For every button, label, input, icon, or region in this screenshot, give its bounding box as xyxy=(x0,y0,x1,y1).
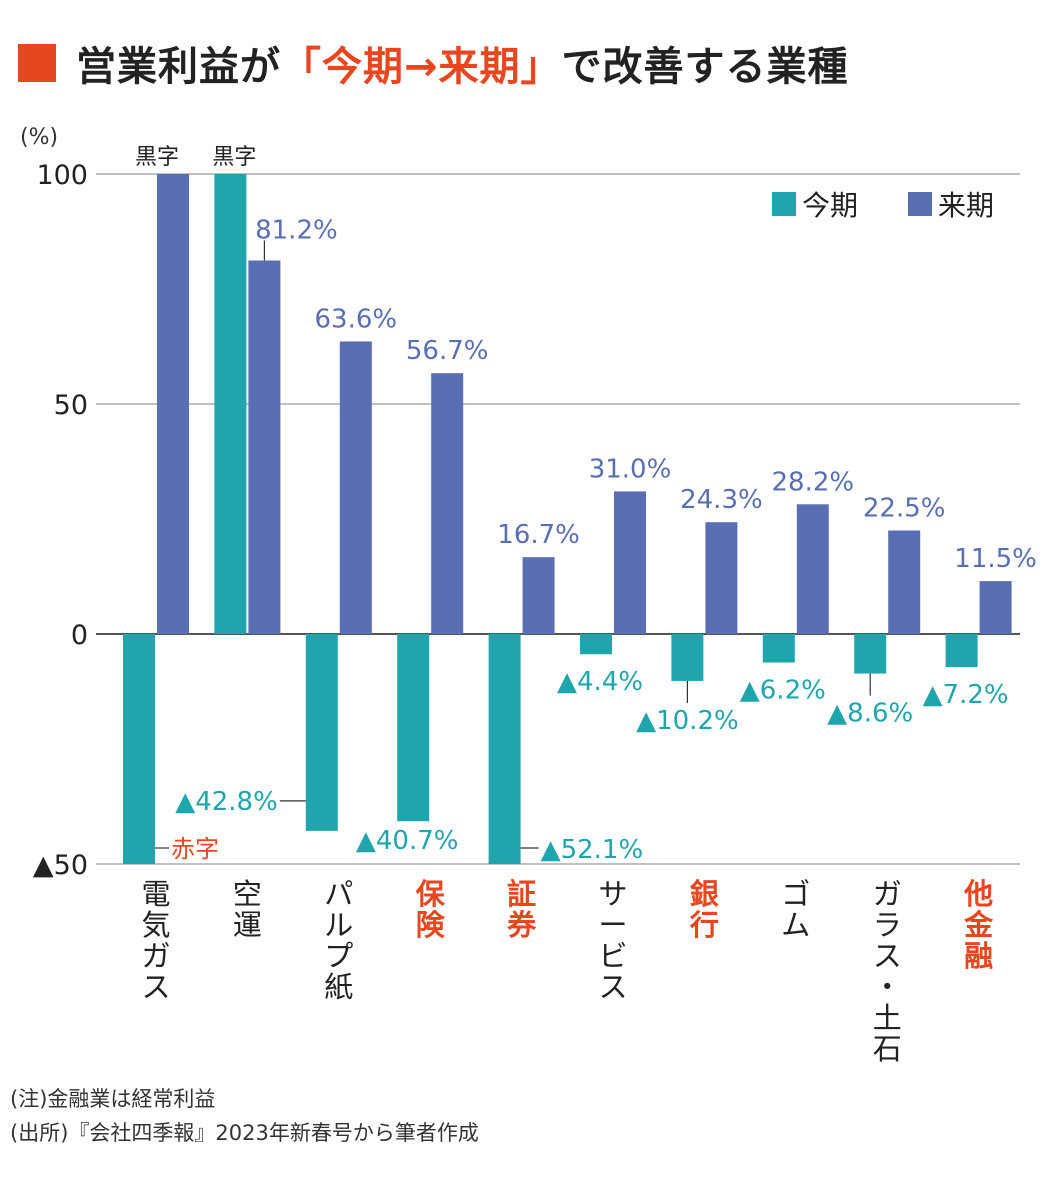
category-label-char: ゴ xyxy=(781,877,810,911)
title-highlight: 「今期→来期」 xyxy=(281,44,562,90)
bar-next xyxy=(705,522,738,634)
footnotes: (注)金融業は経常利益 (出所)『会社四季報』2023年新春号から筆者作成 xyxy=(10,1082,479,1150)
bar-next xyxy=(522,557,555,634)
category-label-char: 他 xyxy=(963,877,993,911)
category-label-char: 融 xyxy=(964,939,993,973)
note-line: (注)金融業は経常利益 xyxy=(10,1087,216,1111)
category-label-char: 行 xyxy=(689,908,719,942)
data-label-next: 28.2% xyxy=(771,467,854,497)
bar-next xyxy=(248,260,281,634)
bar-current xyxy=(397,634,430,822)
data-label-next: 24.3% xyxy=(680,485,763,515)
category-label-char: 銀 xyxy=(690,877,719,911)
category-label-char: 電 xyxy=(141,877,170,911)
category-label-char: ー xyxy=(598,908,627,942)
data-label-next: 31.0% xyxy=(589,454,672,484)
title-suffix: で改善する業種 xyxy=(561,44,849,90)
bar-next xyxy=(431,373,464,634)
category-label-char: 空 xyxy=(233,877,262,911)
category-label-char: プ xyxy=(324,939,353,973)
data-label-current: 黒字 xyxy=(212,145,256,170)
data-label-current: ▲4.4% xyxy=(557,667,643,697)
data-label-current: 赤字 xyxy=(171,835,219,863)
category-label-char: 券 xyxy=(507,908,537,942)
y-tick-label: 50 xyxy=(54,390,88,421)
category-label-char: 運 xyxy=(233,908,262,942)
category-label-char: ガ xyxy=(141,939,170,973)
category-label-char: ス xyxy=(598,970,627,1004)
bar-next xyxy=(888,530,921,634)
category-label-char: 石 xyxy=(873,1032,902,1066)
data-label-next: 63.6% xyxy=(314,304,397,334)
category-label-char: 険 xyxy=(416,908,446,942)
y-tick-label: ▲50 xyxy=(33,850,88,881)
bar-next xyxy=(614,491,646,634)
category-label-char: 保 xyxy=(415,877,446,911)
title-text: 営業利益が「今期→来期」で改善する業種 xyxy=(76,34,849,92)
legend-label-next: 来期 xyxy=(938,189,994,222)
category-label-char: ラ xyxy=(873,908,902,942)
category-label-char: ス xyxy=(873,939,902,973)
bar-current xyxy=(305,634,338,831)
data-label-next: 黒字 xyxy=(135,145,179,170)
y-tick-label: 100 xyxy=(36,160,88,191)
category-label-char: ム xyxy=(781,908,810,942)
bar-current xyxy=(945,634,978,668)
bar-current xyxy=(580,634,612,655)
bar-current xyxy=(488,634,521,864)
bar-current xyxy=(671,634,704,681)
category-label-char: 土 xyxy=(873,1001,902,1035)
category-label-char: ビ xyxy=(598,939,627,973)
category-label-char: 気 xyxy=(141,908,170,942)
bar-current xyxy=(123,634,155,864)
bar-next xyxy=(339,341,372,634)
legend-swatch-next xyxy=(908,192,932,216)
data-label-current: ▲42.8% xyxy=(175,787,278,817)
data-label-current: ▲6.2% xyxy=(740,676,826,706)
category-label-char: 金 xyxy=(963,908,994,942)
category-label-char: ル xyxy=(324,908,353,942)
data-label-next: 81.2% xyxy=(255,215,338,245)
data-label-next: 16.7% xyxy=(497,520,580,550)
title-prefix: 営業利益が xyxy=(76,44,281,90)
y-tick-label: 0 xyxy=(71,620,88,651)
legend-label-current: 今期 xyxy=(802,189,858,222)
category-label-char: サ xyxy=(598,877,627,911)
category-label-char: ・ xyxy=(873,970,902,1004)
legend-swatch-current xyxy=(772,192,796,216)
bar-current xyxy=(214,174,247,634)
data-label-current: ▲40.7% xyxy=(356,826,459,856)
title-marker xyxy=(18,44,56,82)
data-label-next: 22.5% xyxy=(863,494,946,524)
y-unit-label: (%) xyxy=(20,125,58,150)
data-label-current: ▲10.2% xyxy=(636,706,739,736)
data-label-current: ▲52.1% xyxy=(541,835,644,865)
category-label-char: ス xyxy=(141,970,170,1004)
data-label-current: ▲8.6% xyxy=(827,699,913,729)
bar-next xyxy=(157,174,189,634)
chart-title: 営業利益が「今期→来期」で改善する業種 xyxy=(18,34,849,92)
bar-current xyxy=(854,634,887,674)
bar-current xyxy=(762,634,795,663)
source-line: (出所)『会社四季報』2023年新春号から筆者作成 xyxy=(10,1121,479,1145)
data-label-current: ▲7.2% xyxy=(923,680,1009,710)
data-label-next: 56.7% xyxy=(406,336,489,366)
category-label-char: パ xyxy=(324,877,353,911)
category-label-char: 紙 xyxy=(324,970,353,1004)
bar-next xyxy=(979,581,1012,634)
category-label-char: 証 xyxy=(507,877,536,911)
data-label-next: 11.5% xyxy=(954,544,1037,574)
bar-next xyxy=(796,504,829,634)
category-label-char: ガ xyxy=(873,877,902,911)
